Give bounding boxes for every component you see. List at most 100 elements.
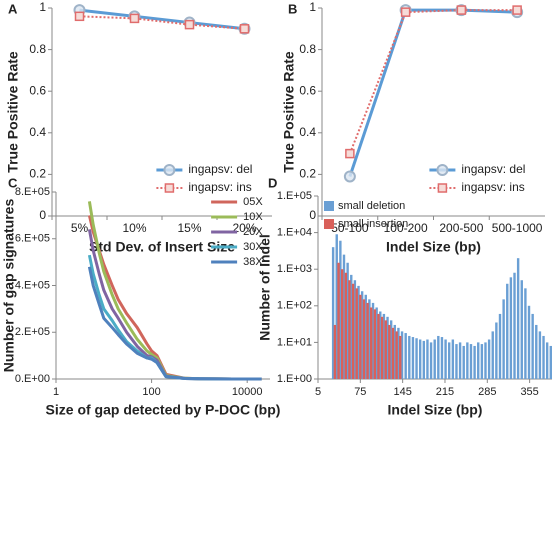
x-axis-label: Indel Size (bp) <box>386 239 481 255</box>
y-tick-label: 0.6 <box>29 83 46 97</box>
legend-label: ingapsv: del <box>188 162 252 176</box>
bar <box>549 345 552 379</box>
bar <box>408 335 411 379</box>
bar <box>362 299 366 379</box>
bar <box>377 313 380 379</box>
bar <box>370 307 373 379</box>
bar <box>513 272 516 379</box>
bar <box>516 258 520 379</box>
y-tick-label: 0.E+00 <box>15 373 50 385</box>
line <box>79 15 245 30</box>
y-tick-label: 1.E+03 <box>277 263 312 275</box>
bar <box>440 337 444 379</box>
y-tick-label: 0.6 <box>299 83 316 97</box>
bar <box>448 342 451 379</box>
y-tick-label: 1 <box>309 0 316 14</box>
bar <box>368 299 371 379</box>
y-axis-label: True Positive Rate <box>281 51 297 173</box>
point <box>129 13 140 24</box>
legend-label: ingapsv: del <box>461 162 525 176</box>
bar <box>502 299 505 379</box>
y-tick-label: 0.4 <box>29 125 46 139</box>
y-tick-label: 1.E+05 <box>277 190 312 202</box>
bar <box>466 342 469 379</box>
bar <box>542 335 545 379</box>
point <box>343 170 356 183</box>
x-tick-label: 100-200 <box>384 221 428 235</box>
bar <box>373 309 377 379</box>
bar <box>382 313 386 379</box>
x-tick-label: 75 <box>354 386 366 398</box>
bar <box>395 331 398 379</box>
x-tick-label: 215 <box>436 386 454 398</box>
x-tick-label: 285 <box>478 386 496 398</box>
bar <box>473 345 476 379</box>
x-tick-label: 145 <box>393 386 411 398</box>
bar <box>379 311 382 379</box>
line <box>79 8 245 31</box>
bar <box>331 247 335 379</box>
bar <box>355 288 358 379</box>
bar <box>433 339 436 379</box>
legend-label: ingapsv: ins <box>461 180 524 194</box>
y-tick-label: 1.E+04 <box>277 227 312 239</box>
bar <box>380 316 384 379</box>
y-tick-label: 0 <box>309 208 316 222</box>
y-axis-label: True Positive Rate <box>5 51 21 173</box>
point <box>512 5 522 15</box>
bar <box>340 269 344 379</box>
legend-marker <box>437 183 448 193</box>
legend-swatch <box>324 201 334 211</box>
bar <box>418 339 422 379</box>
legend-swatch <box>324 219 334 229</box>
bar <box>437 335 440 379</box>
bar <box>350 274 353 379</box>
bar <box>360 291 364 379</box>
line <box>348 9 518 154</box>
bar <box>535 324 538 379</box>
bar <box>400 331 404 379</box>
bar <box>344 272 348 379</box>
bar <box>545 342 549 379</box>
bar <box>520 280 523 379</box>
x-tick-label: 1 <box>53 386 59 398</box>
x-tick-label: 15% <box>177 221 201 235</box>
x-tick-label: 50-100 <box>331 221 369 235</box>
legend-label: 30X <box>243 241 263 253</box>
point <box>400 7 411 17</box>
legend-marker <box>163 164 176 176</box>
point <box>74 11 85 22</box>
bar <box>484 342 487 379</box>
y-tick-label: 0.2 <box>29 167 46 181</box>
line <box>87 266 262 381</box>
y-tick-label: 1 <box>39 0 46 14</box>
bar <box>397 327 400 379</box>
x-tick-label: 500-1000 <box>492 221 543 235</box>
bar <box>444 339 447 379</box>
y-tick-label: 8.E+05 <box>15 186 50 198</box>
y-tick-label: 6.E+05 <box>15 233 50 245</box>
bar <box>487 339 491 379</box>
bar <box>357 285 360 379</box>
x-tick-label: 10000 <box>232 386 263 398</box>
bar <box>386 316 389 379</box>
bar <box>353 280 357 379</box>
x-axis-label: Size of gap detected by P-DOC (bp) <box>46 402 281 418</box>
bar <box>371 302 375 379</box>
bar <box>462 345 465 379</box>
y-axis-label: Number of Indel <box>257 234 273 341</box>
y-tick-label: 2.E+05 <box>15 326 50 338</box>
y-tick-label: 0.8 <box>29 42 46 56</box>
x-tick-label: 20% <box>232 221 256 235</box>
bar <box>389 320 393 379</box>
legend-marker <box>436 164 449 176</box>
bar <box>404 333 407 379</box>
panel-label: C <box>8 175 18 190</box>
bar <box>480 344 484 379</box>
bar <box>364 294 367 379</box>
bar <box>495 322 498 379</box>
bar <box>455 344 458 379</box>
bar <box>339 240 342 379</box>
point <box>184 19 195 30</box>
